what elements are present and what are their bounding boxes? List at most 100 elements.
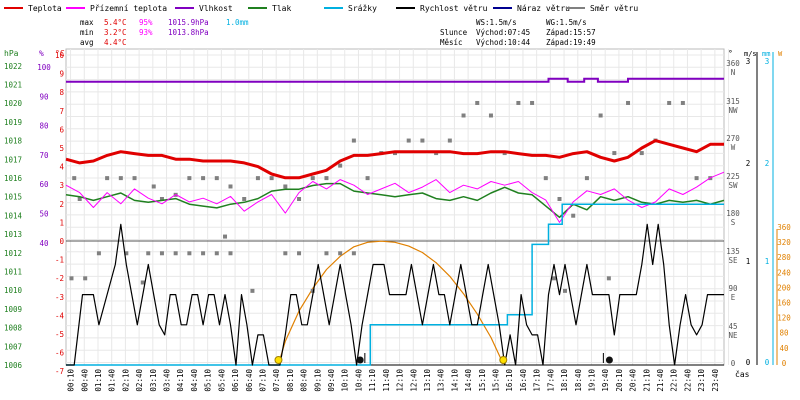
tick-dir-name: W [731, 143, 736, 152]
temperature-line [65, 139, 724, 180]
tick-time: 10:10 [341, 369, 350, 392]
tick-degc: 9 [59, 70, 64, 79]
tick-time: 02:10 [121, 369, 130, 392]
tick-time: 13:10 [423, 369, 432, 392]
tick-time: 11:10 [368, 369, 377, 392]
tick-dir-name: S [731, 218, 736, 227]
tick-degc: 10 [55, 51, 65, 60]
tick-dir-name: NE [728, 331, 738, 340]
plot-area [65, 48, 725, 366]
stat-0-2: 95% [139, 18, 153, 27]
tick-time: 09:40 [327, 369, 336, 392]
tick-hpa: 1021 [4, 81, 22, 90]
wind-direction-mark [214, 176, 219, 181]
legend-label-5: Rychlost větru [420, 4, 488, 13]
wind-direction-mark [223, 234, 228, 239]
tick-time: 20:10 [615, 369, 624, 392]
tick-w: 320 [777, 238, 791, 247]
wind-direction-mark [310, 176, 315, 181]
wind-direction-mark [543, 176, 548, 181]
tick-time: 05:10 [204, 369, 213, 392]
tick-time: 12:40 [409, 369, 418, 392]
wind-direction-mark [118, 176, 123, 181]
wind-direction-mark [255, 176, 260, 181]
wind-direction-mark [105, 176, 110, 181]
wind-direction-mark [159, 251, 164, 256]
tick-time: 07:40 [272, 369, 281, 392]
tick-hpa: 1013 [4, 230, 22, 239]
tick-time: 09:10 [313, 369, 322, 392]
wind-direction-mark [214, 251, 219, 256]
axis-header-w: W [778, 50, 783, 58]
tick-time: 07:10 [258, 369, 267, 392]
tick-time: 08:40 [300, 369, 309, 392]
axis-header-time: čas [735, 369, 750, 379]
stat-1-1: 3.2°C [104, 28, 127, 37]
tick-hpa: 1018 [4, 137, 23, 146]
wind-direction-mark [77, 197, 82, 201]
legend-label-4: Srážky [348, 4, 377, 13]
stat-1-2: 93% [139, 28, 153, 37]
tick-dir-name: NW [728, 106, 738, 115]
wind-direction-mark [351, 138, 356, 143]
wind-direction-mark [324, 251, 329, 256]
tick-time: 13:40 [437, 369, 446, 392]
tick-time: 03:40 [163, 369, 172, 392]
wind-direction-mark [552, 276, 557, 281]
wind-direction-mark [461, 113, 466, 118]
tick-pct: 70 [39, 151, 49, 160]
wind-direction-mark [146, 251, 151, 256]
sunset-marker [499, 356, 508, 364]
tick-dir-deg: 0 [731, 359, 736, 368]
wind-direction-mark [242, 197, 247, 201]
wind-direction-mark [338, 251, 343, 256]
wind-direction-mark [667, 100, 672, 105]
tick-hpa: 1006 [4, 361, 23, 370]
tick-pct: 100 [37, 63, 51, 72]
tick-pct: 40 [39, 239, 49, 248]
tick-hpa: 1017 [4, 155, 22, 164]
wind-direction-mark [96, 251, 101, 256]
wind-direction-mark [269, 176, 274, 181]
tick-degc: 2 [59, 200, 64, 209]
tick-hpa: 1019 [4, 118, 22, 127]
tick-degc: -5 [55, 330, 64, 339]
wind-direction-mark [612, 151, 617, 156]
tick-degc: 0 [59, 237, 64, 246]
legend-label-2: Vlhkost [199, 4, 233, 13]
info-ws: WS:1.5m/s [476, 18, 517, 27]
tick-dir-deg: 45 [728, 322, 737, 331]
tick-time: 01:40 [108, 369, 117, 392]
wind-direction-mark [639, 151, 644, 156]
axis-header-pct: % [39, 49, 44, 58]
tick-hpa: 1008 [4, 324, 23, 333]
stat-0-0: max [80, 18, 94, 27]
wind-direction-mark [201, 176, 206, 181]
tick-hpa: 1010 [4, 286, 23, 295]
info-moonrise: Východ:10:44 [476, 38, 531, 47]
wind-direction-mark [124, 251, 129, 256]
tick-dir-deg: 90 [728, 284, 738, 293]
tick-time: 04:10 [176, 369, 185, 392]
tick-degc: 8 [59, 88, 64, 97]
wind-direction-mark [228, 251, 233, 256]
tick-dir-deg: 135 [726, 247, 740, 256]
tick-w: 160 [777, 299, 791, 308]
tick-mm: 2 [765, 159, 770, 168]
wind-direction-mark [606, 276, 611, 281]
tick-dir-deg: 360 [726, 59, 740, 68]
wind-direction-mark [420, 138, 425, 143]
wind-direction-mark [530, 100, 535, 105]
legend-label-0: Teplota [28, 4, 62, 13]
solar-line [277, 240, 504, 365]
tick-time: 17:40 [546, 369, 555, 392]
tick-hpa: 1015 [4, 193, 22, 202]
wind-direction-mark [324, 176, 329, 181]
tick-dir-deg: 315 [726, 97, 740, 106]
tick-time: 19:10 [587, 369, 596, 392]
info-moonset: Západ:19:49 [546, 38, 596, 47]
tick-degc: -7 [55, 367, 64, 376]
wind-direction-mark [584, 176, 589, 181]
tick-pct: 90 [39, 92, 49, 101]
